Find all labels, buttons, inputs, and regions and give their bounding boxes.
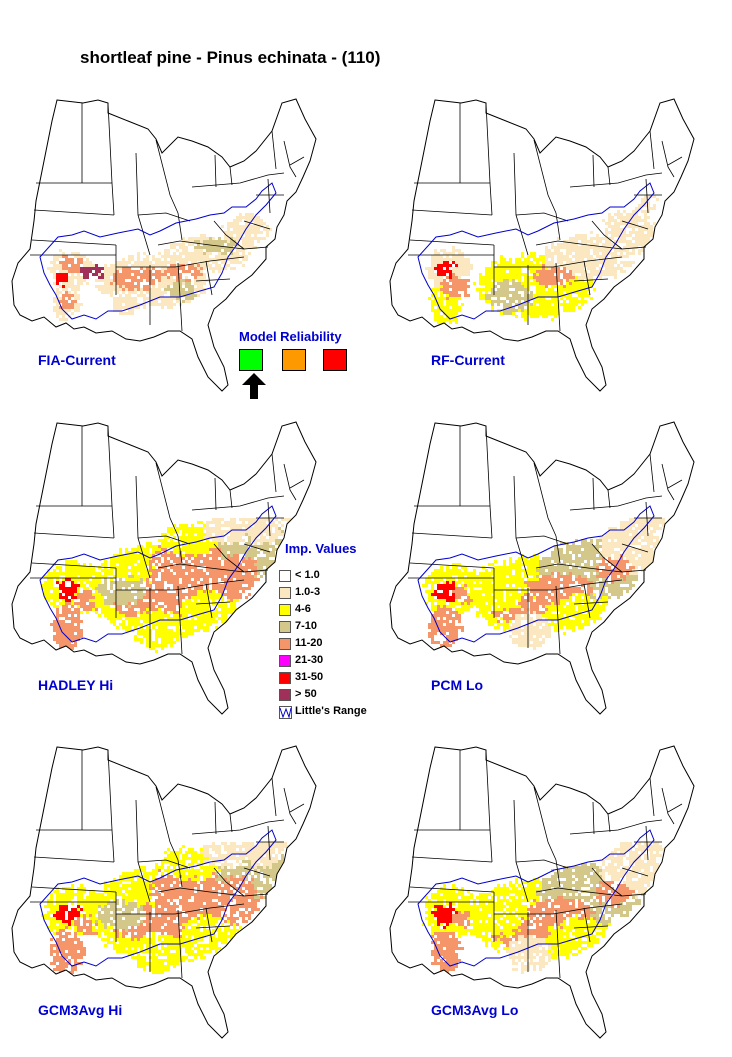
legend-swatch	[279, 604, 291, 616]
legend-swatch	[279, 655, 291, 667]
legend-swatch	[279, 689, 291, 701]
reliability-box-low	[323, 349, 347, 371]
map-label-hadley-hi: HADLEY Hi	[38, 677, 114, 693]
legend-label-range: Little's Range	[295, 705, 367, 717]
us-east-map	[11, 421, 317, 715]
map-label-fia-current: FIA-Current	[38, 352, 116, 368]
map-panel-fia-current	[0, 95, 332, 395]
legend-label: 1.0-3	[295, 586, 321, 598]
littles-range-line	[39, 829, 277, 967]
importance-value-cells	[41, 518, 299, 653]
map-panel-gcm3avg-lo	[378, 742, 710, 1042]
littles-range-line	[39, 182, 277, 320]
littles-range-line	[39, 505, 277, 643]
us-east-map	[11, 745, 317, 1039]
legend-label: 21-30	[295, 654, 324, 666]
model-reliability-title: Model Reliability	[239, 329, 342, 344]
importance-value-cells	[422, 842, 665, 974]
us-east-map	[389, 98, 695, 392]
littles-range-line	[417, 505, 655, 643]
map-panel-gcm3avg-hi	[0, 742, 332, 1042]
legend-title: Imp. Values	[285, 541, 357, 556]
map-panel-rf-current	[378, 95, 710, 395]
us-east-map	[389, 421, 695, 715]
map-label-gcm3avg-hi: GCM3Avg Hi	[38, 1002, 123, 1018]
legend-label: 31-50	[295, 671, 324, 683]
legend-swatch	[279, 570, 291, 582]
map-label-rf-current: RF-Current	[431, 352, 505, 368]
reliability-box-high	[239, 349, 263, 371]
legend-swatch	[279, 638, 291, 650]
map-panel-hadley-hi	[0, 418, 332, 718]
range-line-icon	[279, 706, 292, 719]
page-title: shortleaf pine - Pinus echinata - (110)	[80, 48, 381, 67]
littles-range-line	[417, 182, 655, 320]
arrow-up-icon	[242, 373, 266, 399]
map-label-gcm3avg-lo: GCM3Avg Lo	[431, 1002, 519, 1018]
reliability-box-medium	[282, 349, 306, 371]
legend-label: 4-6	[295, 603, 311, 615]
legend-swatch	[279, 587, 291, 599]
littles-range-line	[417, 829, 655, 967]
us-east-map	[11, 98, 317, 392]
legend-label: < 1.0	[295, 569, 320, 581]
us-east-map	[389, 745, 695, 1039]
legend-label: 11-20	[295, 637, 323, 649]
legend-swatch	[279, 672, 291, 684]
legend-label: 7-10	[295, 620, 318, 632]
importance-value-cells	[425, 195, 659, 324]
legend-swatch	[279, 621, 291, 633]
map-label-pcm-lo: PCM Lo	[431, 677, 484, 693]
map-panel-pcm-lo	[378, 418, 710, 718]
legend-label: > 50	[295, 688, 317, 700]
